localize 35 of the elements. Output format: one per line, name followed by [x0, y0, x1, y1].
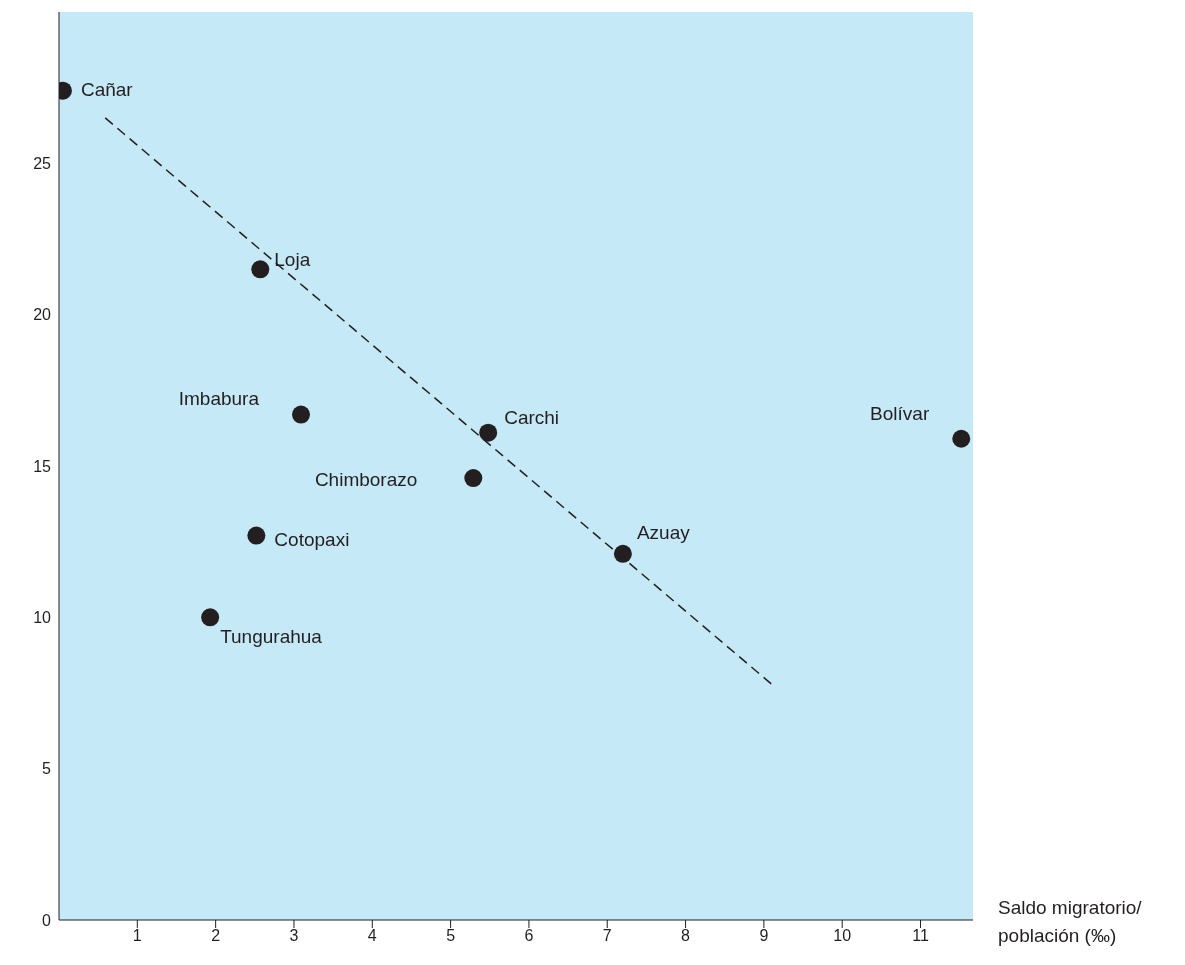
x-axis-title: Saldo migratorio/ población (‰): [998, 896, 1143, 948]
annotation: Imbabura: [178, 387, 260, 409]
annotation: Azuay: [636, 521, 691, 543]
y-tick-label: 5: [42, 760, 52, 778]
x-tick-label: 2: [211, 927, 221, 945]
point: [201, 608, 220, 627]
y-tick-label: 20: [33, 306, 52, 324]
annotation: Tungurahua: [220, 626, 323, 648]
x-tick-label: 4: [367, 927, 377, 945]
annotation: Bolívar: [870, 402, 930, 424]
annotation: Cañar: [80, 78, 134, 100]
point: [952, 429, 971, 448]
annotation: Carchi: [504, 406, 560, 428]
x-tick-label: 10: [833, 927, 852, 945]
x-tick-label: 1: [132, 927, 142, 945]
x-tick-label: 5: [446, 927, 456, 945]
x-tick-label: 6: [524, 927, 534, 945]
point: [251, 260, 270, 279]
annotation: Chimborazo: [314, 469, 418, 491]
x-tick-label: 9: [759, 927, 769, 945]
x-tick-label: 11: [912, 927, 929, 945]
point: [613, 544, 632, 563]
point: [292, 405, 311, 424]
x-tick-label: 8: [681, 927, 691, 945]
annotation: Loja: [274, 249, 311, 271]
point: [479, 423, 498, 442]
point: [464, 469, 483, 488]
y-tick-label: 0: [42, 911, 52, 929]
y-tick-label: 25: [33, 155, 52, 173]
y-tick-label: 10: [33, 609, 52, 627]
annotation: Cotopaxi: [274, 528, 350, 550]
x-tick-label: 7: [602, 927, 612, 945]
x-tick-label: 3: [289, 927, 299, 945]
y-tick-label: 15: [33, 457, 52, 475]
point: [247, 526, 266, 545]
